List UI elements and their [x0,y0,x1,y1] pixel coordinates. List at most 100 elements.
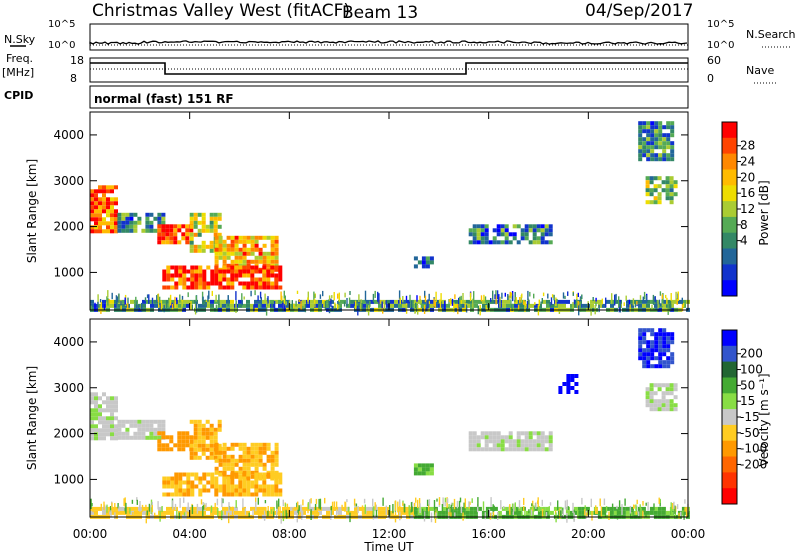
power-cell-2 [161,232,166,237]
power-cell-4 [214,239,219,244]
velocity-cell-1 [141,431,146,436]
velocity-cell-6 [354,506,358,511]
velocity-cell-10 [570,378,575,382]
power-cell-0 [102,201,106,206]
velocity-cell-7 [481,510,486,515]
power-cell-4 [230,251,235,256]
power-cell-6 [350,303,354,308]
power-speck [553,294,555,301]
velocity-cell-0 [98,420,102,425]
velocity-cell-1 [125,419,130,424]
velocity-cell-5 [182,492,187,497]
power-speck [450,298,452,306]
velocity-speck [216,498,219,506]
power-cell-2 [165,224,170,229]
velocity-speck [132,512,134,518]
velocity-cell-6 [114,506,118,511]
velocity-cell-7 [625,506,630,511]
velocity-cell-5 [178,476,183,481]
velocity-cell-0 [110,432,114,437]
colorbar-tick-label: -15 [740,410,760,424]
velocity-speck [319,498,322,510]
velocity-cell-9 [520,431,525,436]
velocity-cell-6 [382,510,386,515]
power-speck [460,295,462,301]
power-speck [670,300,672,310]
power-cell-6 [430,299,434,304]
power-cell-4 [242,235,247,240]
power-cell-5 [234,269,239,274]
power-cell-5 [230,277,235,282]
velocity-cell-3 [217,423,222,428]
power-speck [266,301,268,308]
velocity-speck [179,498,181,508]
power-cell-6 [574,299,578,304]
velocity-cell-2 [185,431,190,436]
velocity-cell-3 [189,455,194,460]
velocity-cell-7 [649,506,654,511]
power-cell-5 [190,273,195,278]
velocity-cell-9 [524,435,529,440]
power-cell-6 [390,303,394,308]
power-cell-7 [421,260,426,265]
velocity-speck [633,504,635,509]
velocity-cell-4 [234,458,239,463]
velocity-cell-3 [189,451,194,456]
velocity-cell-11 [673,407,678,412]
velocity-cell-1 [145,435,150,440]
velocity-cell-0 [94,416,98,421]
power-cell-6 [530,303,534,308]
velocity-speck [202,505,204,517]
power-cell-4 [270,235,275,240]
velocity-cell-11 [649,383,654,388]
velocity-cell-0 [102,428,106,433]
velocity-cell-11 [661,391,666,396]
power-cell-1 [125,228,130,233]
velocity-cell-5 [234,488,239,493]
velocity-cell-12 [666,360,671,365]
velocity-cell-7 [473,506,478,511]
velocity-cell-2 [169,439,174,444]
y-tick-label: 4000 [53,128,84,142]
velocity-cell-12 [658,328,663,333]
power-speck [364,290,367,302]
power-cell-9 [665,188,670,193]
power-cell-0 [98,213,102,218]
power-cell-4 [218,243,223,248]
power-cell-1 [145,224,150,229]
velocity-cell-9 [484,443,489,448]
power-cell-5 [254,265,259,270]
velocity-speck [282,499,284,507]
power-speck [202,301,204,306]
velocity-speck [228,512,230,524]
power-cell-5 [230,281,235,286]
velocity-cell-6 [166,506,170,511]
power-cell-4 [230,259,235,264]
power-speck [338,292,340,302]
velocity-speck [599,498,601,507]
velocity-cell-7 [613,510,618,515]
power-cell-5 [258,285,263,290]
power-cell-9 [645,200,650,205]
velocity-cell-9 [488,439,493,444]
power-speck [323,302,325,308]
power-cell-3 [201,244,206,249]
velocity-cell-11 [649,403,654,408]
velocity-cell-4 [234,474,239,479]
power-cell-0 [90,209,94,214]
velocity-cell-5 [246,484,251,489]
power-cell-6 [482,299,486,304]
velocity-cell-6 [366,510,370,515]
power-cell-0 [110,217,114,222]
power-speck [205,301,207,308]
power-cell-5 [266,269,271,274]
velocity-cell-0 [98,396,102,401]
power-cell-10 [658,133,663,138]
power-cell-5 [222,265,227,270]
velocity-speck [463,502,465,511]
velocity-cell-5 [266,472,271,477]
power-cell-2 [173,228,178,233]
velocity-speck [273,511,275,517]
power-cell-5 [206,265,211,270]
power-cell-10 [666,137,671,142]
